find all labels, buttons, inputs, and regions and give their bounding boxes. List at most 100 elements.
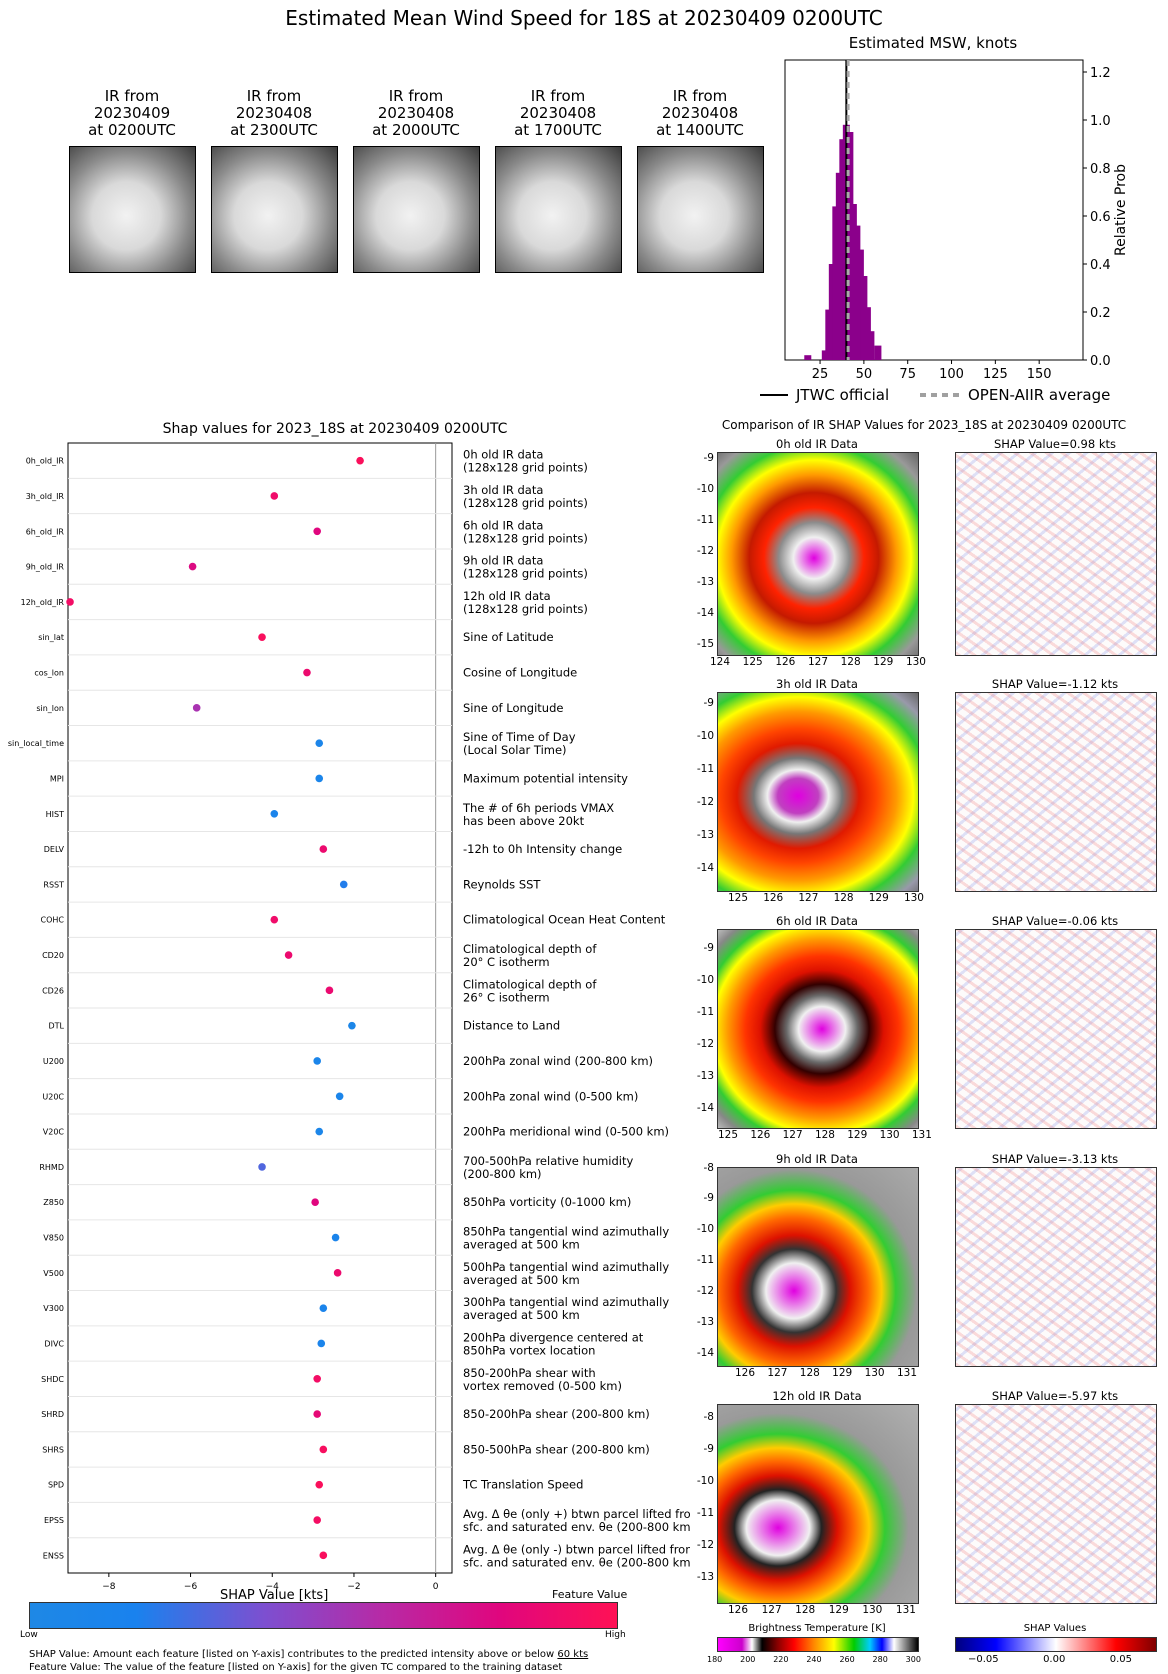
shap-point-V500: [333, 1269, 342, 1277]
legend-jtwc-label: JTWC official: [795, 386, 889, 404]
xtick: 131: [896, 1367, 917, 1379]
shap-feature-desc-12: Reynolds SST: [463, 877, 541, 891]
ir-shap-section-title: Comparison of IR SHAP Values for 2023_18…: [721, 418, 1127, 432]
ytick: -13: [696, 1571, 714, 1583]
shap-xtick-label-3: −2: [347, 1582, 360, 1592]
hist-ytick-label-2: 0.4: [1090, 258, 1111, 273]
shap-feature-name-26: SHDC: [41, 1375, 64, 1384]
shap-feature-desc-line: 850hPa vorticity (0-1000 km): [463, 1195, 631, 1209]
shap-point-DTL: [348, 1021, 356, 1030]
ir-xticks-3h: 125 126 127 128 129 130: [728, 892, 924, 904]
shap-image-0h: [955, 452, 1157, 656]
shap-feature-desc-line: Maximum potential intensity: [463, 771, 628, 785]
ir-yticks-3h: -9 -10 -11 -12 -13 -14: [690, 692, 714, 890]
xtick: 128: [833, 892, 854, 904]
shap-feature-desc-line: 200hPa zonal wind (0-500 km): [463, 1089, 638, 1103]
histogram-frame: [784, 59, 1084, 361]
shap-feature-desc-4: 12h old IR data (128x128 grid points): [463, 589, 588, 616]
shap-feature-desc-5: Sine of Latitude: [463, 630, 554, 644]
ir-yticks-0h: -9 -10 -11 -12 -13 -14 -15: [690, 452, 714, 654]
shap-point-sin_lat: [258, 633, 266, 642]
xtick: 129: [847, 1129, 868, 1141]
ytick: -10: [696, 1475, 714, 1487]
shap-x-ticks: −8 −6 −4 −2 0: [102, 1573, 439, 1592]
shap-feature-desc-7: Sine of Longitude: [463, 701, 563, 715]
xtick: 128: [799, 1367, 820, 1379]
shap-feature-desc-19: 200hPa meridional wind (0-500 km): [463, 1125, 669, 1139]
shap-chart-title: Shap values for 2023_18S at 20230409 020…: [163, 421, 508, 437]
shap-feature-name-20: RHMD: [39, 1163, 64, 1172]
ytick: -12: [696, 545, 714, 557]
shap-xlabel: SHAP Value [kts]: [220, 1588, 329, 1603]
shap-feature-desc-16: Distance to Land: [463, 1019, 560, 1033]
ir-yticks-6h: -9 -10 -11 -12 -13 -14: [690, 929, 714, 1127]
ir-yticks-9h: -8 -9 -10 -11 -12 -13 -14: [690, 1162, 714, 1365]
ytick: -13: [696, 1316, 714, 1328]
ir-thumbnail-3: [353, 146, 480, 273]
shap-feature-desc-line: (128x128 grid points): [463, 531, 588, 545]
shap-feature-desc-line: Climatological depth of: [463, 977, 597, 991]
shap-feature-desc-31: Avg. Δ θe (only -) btwn parcel lifted fr…: [463, 1542, 690, 1569]
shap-feature-desc-line: 20° C isotherm: [463, 955, 550, 969]
xtick: 126: [750, 1129, 771, 1141]
xtick: 124: [710, 656, 731, 668]
shap-tick: −0.05: [968, 1654, 999, 1665]
bt-tick: 300: [905, 1655, 921, 1664]
histogram-bars: [804, 124, 882, 360]
ir-thumb-caption-1: IR from 20230409 at 0200UTC: [88, 87, 176, 139]
page-title: Estimated Mean Wind Speed for 18S at 202…: [285, 6, 883, 30]
ir-thumb-caption-4: IR from 20230408 at 1700UTC: [514, 87, 602, 139]
xtick: 129: [832, 1367, 853, 1379]
ytick: -12: [696, 796, 714, 808]
shap-point-sin_lon: [192, 704, 201, 712]
shap-feature-desc-line: The # of 6h periods VMAX: [462, 801, 614, 815]
shap-colorbar-ticks: −0.05 0.00 0.05: [968, 1654, 1132, 1665]
shap-feature-desc-1: 3h old IR data (128x128 grid points): [463, 483, 588, 510]
bt-colorbar: [717, 1637, 919, 1652]
shap-feature-name-9: MPI: [50, 774, 64, 783]
ytick: -11: [696, 514, 714, 526]
ir-panel-title-9h: 9h old IR Data: [776, 1152, 858, 1166]
shap-feature-name-28: SHRS: [42, 1445, 64, 1454]
ir-thumbnail-1: [69, 146, 196, 273]
ytick: -10: [696, 1223, 714, 1235]
shap-feature-desc-line: 200hPa divergence centered at: [463, 1330, 644, 1344]
ytick: -14: [696, 862, 714, 874]
shap-xtick-label-1: −6: [184, 1582, 198, 1592]
shap-feature-desc-line: 850-500hPa shear (200-800 km): [463, 1442, 650, 1456]
shap-image-6h: [955, 929, 1157, 1129]
shap-feature-name-8: sin_local_time: [8, 739, 64, 748]
shap-point-CD20: [284, 951, 293, 959]
shap-feature-name-19: V20C: [43, 1128, 65, 1137]
shap-feature-name-15: CD26: [42, 986, 64, 995]
shap-feature-desc-2: 6h old IR data (128x128 grid points): [463, 518, 588, 545]
shap-point-12h_old_IR: [66, 598, 74, 606]
ir-thumbnail-4: [495, 146, 622, 273]
shap-feature-name-10: HIST: [46, 810, 64, 819]
shap-feature-desc-line: 12h old IR data: [463, 589, 551, 603]
ir-thumbnail-5: [637, 146, 764, 273]
bt-tick: 260: [839, 1655, 855, 1664]
shap-feature-desc-15: Climatological depth of 26° C isotherm: [463, 977, 597, 1004]
shap-feature-desc-line: Climatological Ocean Heat Content: [463, 913, 666, 927]
shap-feature-desc-line: (128x128 grid points): [463, 567, 588, 581]
ir-panel-title-0h: 0h old IR Data: [776, 437, 858, 451]
shap-point-RHMD: [258, 1163, 266, 1171]
ir-xticks-12h: 126 127 128 129 130 131: [728, 1604, 916, 1616]
shap-point-6h_old_IR: [313, 527, 321, 536]
ytick: -10: [696, 730, 714, 742]
xtick: 130: [864, 1367, 885, 1379]
shap-feature-desc-line: Avg. Δ θe (only -) btwn parcel lifted fr…: [463, 1542, 690, 1556]
shap-feature-desc-line: Reynolds SST: [463, 877, 541, 891]
ir-image-6h: [717, 929, 919, 1129]
shap-colorbar: [955, 1637, 1157, 1652]
ytick: -9: [703, 697, 714, 709]
ytick: -8: [703, 1162, 714, 1174]
shap-feature-desc-9: Maximum potential intensity: [463, 771, 628, 785]
shap-xtick-label-4: 0: [433, 1582, 439, 1592]
shap-point-MPI: [315, 774, 324, 783]
shap-feature-desc-22: 850hPa tangential wind azimuthally averag…: [463, 1225, 669, 1252]
shap-point-EPSS: [313, 1516, 321, 1524]
shap-feature-desc-13: Climatological Ocean Heat Content: [463, 913, 666, 927]
ir-xticks-9h: 126 127 128 129 130 131: [735, 1367, 917, 1379]
